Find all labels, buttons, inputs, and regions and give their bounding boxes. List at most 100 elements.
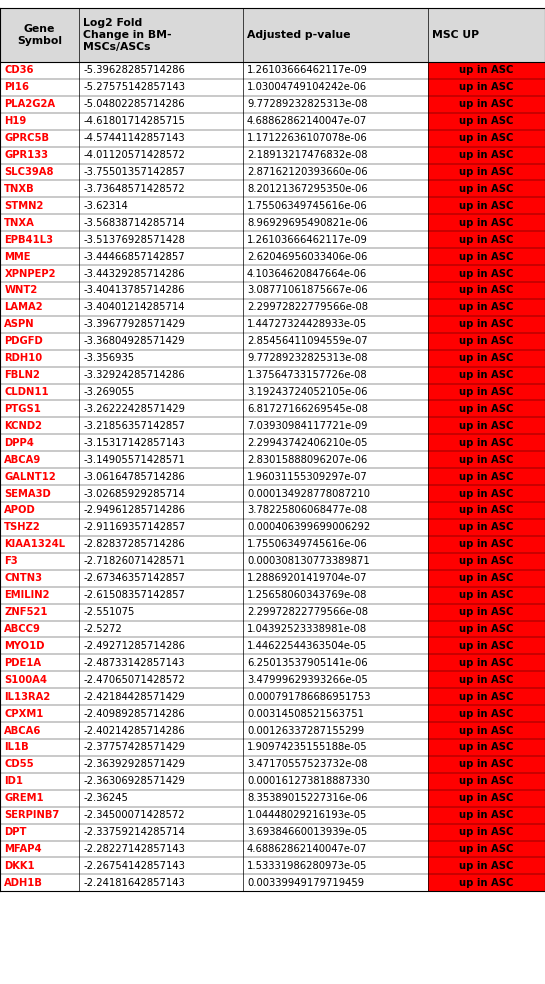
Text: EPB41L3: EPB41L3 bbox=[4, 235, 53, 245]
Text: up in ASC: up in ASC bbox=[459, 167, 513, 177]
Text: ADH1B: ADH1B bbox=[4, 878, 43, 888]
Bar bbox=[428, 857, 545, 875]
Bar bbox=[0, 654, 79, 671]
Text: 3.08771061875667e-06: 3.08771061875667e-06 bbox=[247, 285, 367, 295]
Text: 9.77289232825313e-08: 9.77289232825313e-08 bbox=[247, 99, 367, 109]
Bar bbox=[0, 553, 79, 570]
Bar bbox=[243, 603, 428, 621]
Text: -3.21856357142857: -3.21856357142857 bbox=[83, 421, 185, 431]
Text: -3.32924285714286: -3.32924285714286 bbox=[83, 370, 185, 380]
Text: up in ASC: up in ASC bbox=[459, 675, 513, 685]
Text: -2.49271285714286: -2.49271285714286 bbox=[83, 641, 185, 650]
Bar bbox=[0, 198, 79, 215]
Bar bbox=[79, 807, 243, 824]
Text: up in ASC: up in ASC bbox=[459, 320, 513, 330]
Text: -2.71826071428571: -2.71826071428571 bbox=[83, 556, 185, 566]
Bar bbox=[428, 282, 545, 299]
Text: RDH10: RDH10 bbox=[4, 353, 43, 363]
Bar bbox=[0, 349, 79, 367]
Bar bbox=[243, 62, 428, 79]
Text: -3.44466857142857: -3.44466857142857 bbox=[83, 252, 185, 262]
Text: -3.40401214285714: -3.40401214285714 bbox=[83, 302, 185, 312]
Bar bbox=[79, 384, 243, 400]
Bar bbox=[0, 316, 79, 333]
Text: up in ASC: up in ASC bbox=[459, 421, 513, 431]
Bar bbox=[0, 95, 79, 113]
Text: up in ASC: up in ASC bbox=[459, 760, 513, 769]
Bar bbox=[79, 621, 243, 638]
Text: -2.36392928571429: -2.36392928571429 bbox=[83, 760, 185, 769]
Bar bbox=[0, 875, 79, 892]
Bar bbox=[79, 248, 243, 265]
Text: 8.96929695490821e-06: 8.96929695490821e-06 bbox=[247, 217, 368, 227]
Text: 0.00314508521563751: 0.00314508521563751 bbox=[247, 708, 364, 718]
Bar bbox=[428, 807, 545, 824]
Text: -2.47065071428572: -2.47065071428572 bbox=[83, 675, 185, 685]
Text: XPNPEP2: XPNPEP2 bbox=[4, 269, 56, 278]
Bar bbox=[243, 485, 428, 502]
Bar bbox=[428, 163, 545, 180]
Bar bbox=[79, 400, 243, 417]
Bar bbox=[0, 688, 79, 706]
Text: 2.85456411094559e-07: 2.85456411094559e-07 bbox=[247, 337, 367, 346]
Bar bbox=[0, 400, 79, 417]
Text: GPR133: GPR133 bbox=[4, 151, 49, 160]
Text: -2.82837285714286: -2.82837285714286 bbox=[83, 539, 185, 549]
Bar bbox=[243, 163, 428, 180]
Text: -2.36306928571429: -2.36306928571429 bbox=[83, 776, 185, 786]
Bar bbox=[428, 299, 545, 316]
Text: up in ASC: up in ASC bbox=[459, 725, 513, 735]
Bar bbox=[79, 333, 243, 349]
Bar bbox=[428, 875, 545, 892]
Bar bbox=[428, 265, 545, 282]
Bar bbox=[428, 706, 545, 722]
Text: up in ASC: up in ASC bbox=[459, 133, 513, 143]
Text: SEMA3D: SEMA3D bbox=[4, 489, 51, 499]
Bar bbox=[428, 519, 545, 536]
Text: 1.37564733157726e-08: 1.37564733157726e-08 bbox=[247, 370, 367, 380]
Bar bbox=[79, 553, 243, 570]
Bar bbox=[0, 79, 79, 95]
Text: H19: H19 bbox=[4, 116, 27, 126]
Bar bbox=[79, 62, 243, 79]
Text: up in ASC: up in ASC bbox=[459, 217, 513, 227]
Text: -3.14905571428571: -3.14905571428571 bbox=[83, 455, 185, 464]
Bar bbox=[428, 452, 545, 468]
Bar bbox=[243, 316, 428, 333]
Bar bbox=[79, 857, 243, 875]
Text: -3.56838714285714: -3.56838714285714 bbox=[83, 217, 185, 227]
Text: 0.000308130773389871: 0.000308130773389871 bbox=[247, 556, 370, 566]
Bar bbox=[428, 8, 545, 62]
Bar bbox=[79, 452, 243, 468]
Text: -2.33759214285714: -2.33759214285714 bbox=[83, 828, 185, 837]
Bar bbox=[243, 807, 428, 824]
Text: TSHZ2: TSHZ2 bbox=[4, 523, 41, 532]
Text: S100A4: S100A4 bbox=[4, 675, 47, 685]
Bar bbox=[79, 79, 243, 95]
Text: up in ASC: up in ASC bbox=[459, 607, 513, 617]
Bar bbox=[428, 485, 545, 502]
Text: ABCA9: ABCA9 bbox=[4, 455, 41, 464]
Text: KIAA1324L: KIAA1324L bbox=[4, 539, 65, 549]
Bar bbox=[428, 468, 545, 485]
Bar bbox=[243, 621, 428, 638]
Bar bbox=[79, 722, 243, 739]
Text: -2.42184428571429: -2.42184428571429 bbox=[83, 692, 185, 702]
Bar bbox=[243, 147, 428, 163]
Bar bbox=[243, 857, 428, 875]
Text: 1.44727324428933e-05: 1.44727324428933e-05 bbox=[247, 320, 367, 330]
Bar bbox=[0, 417, 79, 434]
Text: -2.37757428571429: -2.37757428571429 bbox=[83, 743, 185, 753]
Text: up in ASC: up in ASC bbox=[459, 590, 513, 600]
Bar bbox=[428, 417, 545, 434]
Bar bbox=[243, 772, 428, 790]
Text: 6.81727166269545e-08: 6.81727166269545e-08 bbox=[247, 404, 368, 414]
Bar bbox=[79, 790, 243, 807]
Bar bbox=[0, 722, 79, 739]
Bar bbox=[243, 875, 428, 892]
Bar bbox=[0, 739, 79, 756]
Text: MME: MME bbox=[4, 252, 31, 262]
Bar bbox=[428, 384, 545, 400]
Text: STMN2: STMN2 bbox=[4, 201, 44, 211]
Bar bbox=[0, 130, 79, 147]
